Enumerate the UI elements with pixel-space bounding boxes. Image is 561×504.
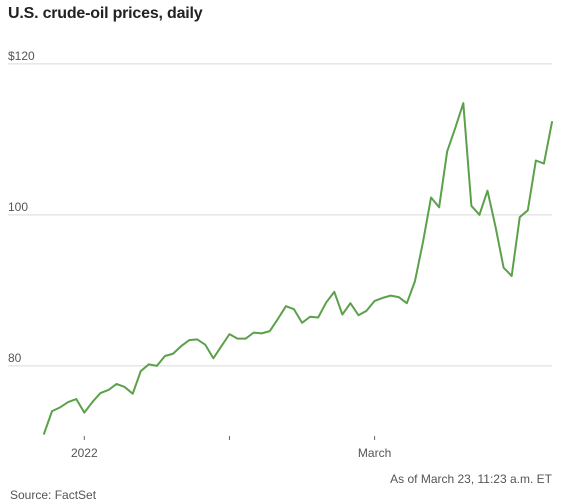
data-point-8	[108, 389, 110, 391]
x-tick-label-0: 2022	[71, 446, 98, 460]
data-point-5	[83, 412, 85, 414]
data-point-54	[478, 214, 480, 216]
data-point-62	[543, 163, 545, 165]
data-point-10	[124, 386, 126, 388]
data-point-34	[317, 317, 319, 319]
data-point-24	[237, 338, 239, 340]
series-lines	[43, 102, 553, 435]
data-point-14	[156, 365, 158, 367]
data-point-52	[462, 102, 464, 104]
data-point-41	[374, 300, 376, 302]
data-point-23	[228, 333, 230, 335]
data-point-40	[366, 310, 368, 312]
data-point-60	[527, 209, 529, 211]
data-point-46	[414, 280, 416, 282]
data-point-63	[551, 121, 553, 123]
y-tick-label-100: 100	[8, 200, 28, 214]
data-point-32	[301, 322, 303, 324]
data-point-43	[390, 295, 392, 297]
x-axis-ticks: 2022 March	[71, 436, 391, 460]
data-point-9	[116, 383, 118, 385]
data-point-20	[204, 344, 206, 346]
y-tick-label-80: 80	[8, 351, 22, 365]
data-point-0	[43, 433, 45, 435]
data-point-59	[519, 216, 521, 218]
data-point-19	[196, 338, 198, 340]
data-point-49	[438, 206, 440, 208]
data-point-18	[188, 339, 190, 341]
data-point-29	[277, 318, 279, 320]
data-point-30	[285, 305, 287, 307]
data-point-28	[269, 330, 271, 332]
y-tick-label-120: $120	[8, 49, 35, 63]
data-point-58	[511, 275, 513, 277]
x-tick-label-2: March	[358, 446, 391, 460]
data-point-27	[261, 332, 263, 334]
data-point-12	[140, 370, 142, 372]
data-point-1	[51, 410, 53, 412]
data-point-51	[454, 127, 456, 129]
chart-title: U.S. crude-oil prices, daily	[8, 5, 203, 22]
data-point-38	[349, 302, 351, 304]
data-point-42	[382, 297, 384, 299]
data-point-36	[333, 291, 335, 293]
y-axis-labels: $120 100 80	[8, 49, 35, 365]
data-point-37	[341, 314, 343, 316]
data-point-45	[406, 302, 408, 304]
data-point-13	[148, 363, 150, 365]
data-point-2	[59, 406, 61, 408]
data-point-56	[495, 226, 497, 228]
data-point-44	[398, 296, 400, 298]
timestamp-annotation: As of March 23, 11:23 a.m. ET	[390, 472, 553, 486]
data-point-47	[422, 241, 424, 243]
data-point-31	[293, 308, 295, 310]
crude-oil-price-line	[43, 102, 553, 435]
data-point-33	[309, 316, 311, 318]
data-point-25	[245, 338, 247, 340]
data-point-3	[67, 401, 69, 403]
data-point-6	[91, 401, 93, 403]
data-point-57	[503, 267, 505, 269]
data-point-39	[357, 314, 359, 316]
data-point-50	[446, 150, 448, 152]
data-point-61	[535, 160, 537, 162]
data-point-26	[253, 332, 255, 334]
data-point-7	[99, 392, 101, 394]
data-point-4	[75, 398, 77, 400]
data-point-48	[430, 196, 432, 198]
data-point-17	[180, 345, 182, 347]
data-point-35	[325, 301, 327, 303]
data-point-21	[212, 357, 214, 359]
data-point-22	[220, 345, 222, 347]
data-point-15	[164, 355, 166, 357]
data-point-16	[172, 353, 174, 355]
gridlines	[8, 63, 552, 367]
data-point-53	[470, 205, 472, 207]
source-note: Source: FactSet	[10, 488, 97, 502]
data-point-55	[486, 190, 488, 192]
data-point-11	[132, 393, 134, 395]
